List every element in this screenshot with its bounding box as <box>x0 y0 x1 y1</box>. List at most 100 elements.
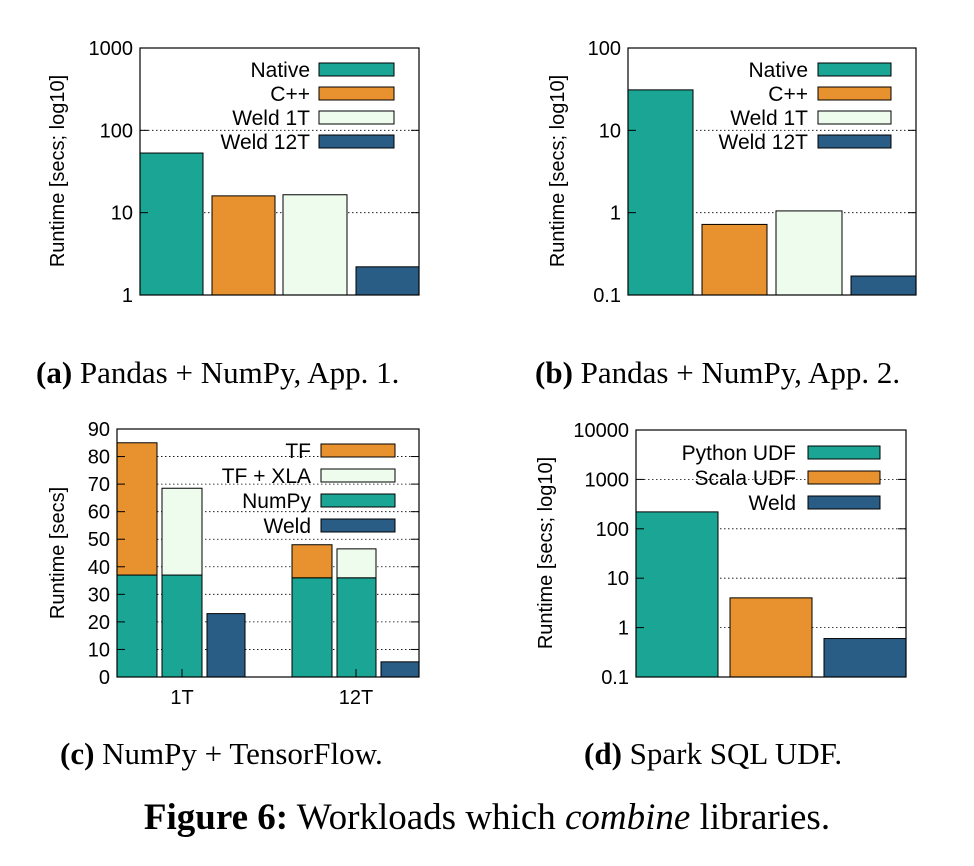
figure-caption-emph: combine <box>565 797 691 838</box>
chart-c-bar-1T-numpy <box>161 574 203 678</box>
chart-b-legend-label: Weld 12T <box>719 131 809 154</box>
chart-c-legend-label: TF <box>285 440 311 463</box>
chart-c-ytick-label: 10 <box>88 639 110 661</box>
chart-b-ytick-label: 1 <box>610 203 621 225</box>
chart-a-bar-weld1t <box>282 194 348 296</box>
caption-b-label: (b) <box>535 355 573 390</box>
chart-b-bar-weld1t <box>775 210 843 296</box>
chart-c-legend-swatch <box>320 518 396 533</box>
chart-a-bar-c <box>211 195 276 296</box>
chart-d: 0.1 1 10 100 1000 10000 Runtime [secs; log10] P… <box>535 420 907 689</box>
chart-d-bar-weld <box>823 638 907 678</box>
chart-a-legend-label: Weld 12T <box>221 131 311 154</box>
chart-c-legend-swatch <box>320 443 396 458</box>
chart-c-xtick-label: 12T <box>339 687 373 709</box>
chart-c-ytick-label: 30 <box>88 584 110 606</box>
chart-b-legend-swatch <box>817 110 892 125</box>
chart-a-ylabel: Runtime [secs; log10] <box>47 75 69 267</box>
chart-d-bar-scalaudf <box>729 597 813 678</box>
chart-b-legend-swatch <box>817 134 892 149</box>
chart-b-legend-label: C++ <box>768 83 808 106</box>
chart-d-ytick-label: 1000 <box>585 469 630 491</box>
chart-c-bar-1T-tfxla <box>161 487 203 576</box>
caption-a-text: Pandas + NumPy, App. 1. <box>72 355 400 390</box>
chart-a-legend-swatch <box>318 86 395 101</box>
chart-a-frame <box>139 47 420 296</box>
chart-c-ytick-label: 20 <box>88 612 110 634</box>
chart-d-legend-label: Weld <box>749 492 796 515</box>
caption-c-label: (c) <box>60 736 95 771</box>
caption-a-label: (a) <box>36 355 73 390</box>
chart-c-ytick-label: 60 <box>88 502 110 524</box>
caption-d-label: (d) <box>584 736 622 771</box>
figure-caption-pre: Workloads which <box>288 797 565 838</box>
chart-c-ytick-label: 90 <box>88 419 110 441</box>
chart-d-legend-swatch <box>807 495 881 510</box>
chart-a-ytick-label: 10 <box>111 203 133 225</box>
chart-c-ytick-label: 50 <box>88 529 110 551</box>
chart-c-bar-12T-weld <box>380 661 420 678</box>
chart-a-legend-swatch <box>318 134 395 149</box>
chart-d-legend-label: Python UDF <box>682 442 796 465</box>
chart-a-bar-native <box>139 152 204 296</box>
chart-c-ylabel: Runtime [secs] <box>47 487 69 619</box>
caption-b-text: Pandas + NumPy, App. 2. <box>572 355 901 390</box>
chart-c-ytick-label: 70 <box>88 474 110 496</box>
chart-b-ylabel: Runtime [secs; log10] <box>547 75 569 267</box>
chart-a-legend-label: C++ <box>270 83 310 106</box>
chart-a-legend-label: Native <box>250 59 310 82</box>
chart-c-legend-label: TF + XLA <box>222 465 311 488</box>
chart-a-ytick-label: 100 <box>100 120 133 142</box>
caption-d: (d) Spark SQL UDF. <box>584 736 842 772</box>
chart-a-ytick-label: 1000 <box>89 38 134 60</box>
chart-c-frame <box>116 428 420 678</box>
chart-d-ytick-label: 10000 <box>573 420 629 442</box>
chart-c-bar-12T-numpy <box>336 577 377 678</box>
chart-a-legend-swatch <box>318 110 395 125</box>
caption-d-text: Spark SQL UDF. <box>621 736 843 771</box>
caption-c-text: NumPy + TensorFlow. <box>94 736 383 771</box>
chart-d-frame <box>635 429 907 678</box>
chart-b-bar-c <box>701 223 768 296</box>
chart-d-legend-swatch <box>807 445 881 460</box>
chart-b-frame <box>627 47 917 296</box>
chart-c-xtick-label: 1T <box>170 687 193 709</box>
chart-c-bar-12T-tfxla <box>336 548 377 579</box>
chart-c-ytick-label: 80 <box>88 447 110 469</box>
chart-c-bar-1T-tf <box>116 442 158 576</box>
chart-d-ytick-label: 10 <box>607 568 629 590</box>
chart-a-legend-label: Weld 1T <box>232 107 310 130</box>
chart-c-bar-12T-numpy <box>291 577 333 678</box>
chart-c-ytick-label: 40 <box>88 557 110 579</box>
chart-d-ytick-label: 0.1 <box>601 667 629 689</box>
chart-d-ylabel: Runtime [secs; log10] <box>535 457 557 649</box>
chart-b-legend-label: Native <box>748 59 808 82</box>
chart-b-ytick-label: 0.1 <box>593 285 621 307</box>
chart-b-legend-swatch <box>817 62 892 77</box>
figure-caption-post: libraries. <box>690 797 831 838</box>
chart-b-legend-swatch <box>817 86 892 101</box>
chart-d-legend-swatch <box>807 470 881 485</box>
chart-a-bar-weld12t <box>355 266 420 296</box>
chart-c-legend-label: Weld <box>264 515 311 538</box>
chart-d-ytick-label: 1 <box>618 618 629 640</box>
chart-b-ytick-label: 10 <box>599 120 621 142</box>
chart-d-bar-pythonudf <box>635 511 719 678</box>
caption-a: (a) Pandas + NumPy, App. 1. <box>36 355 399 391</box>
chart-c-ytick-label: 0 <box>99 667 110 689</box>
chart-c-bar-1T-weld <box>206 613 246 678</box>
chart-a: 1 10 100 1000 Runtime [secs; log10] NativeC++… <box>47 38 420 307</box>
chart-a-legend-swatch <box>318 62 395 77</box>
chart-c-legend-swatch <box>320 468 396 483</box>
caption-c: (c) NumPy + TensorFlow. <box>60 736 383 772</box>
figure-caption: Figure 6: Workloads which combine librar… <box>0 796 974 839</box>
chart-b-ytick-label: 100 <box>588 38 621 60</box>
chart-c: 0 10 20 30 40 50 60 70 80 90 1T 12T Runtime [secs] TF… <box>47 419 420 709</box>
chart-c-legend-label: NumPy <box>242 490 311 513</box>
chart-d-legend-label: Scala UDF <box>694 467 796 490</box>
caption-b: (b) Pandas + NumPy, App. 2. <box>535 355 900 391</box>
chart-c-bar-12T-tf <box>291 544 333 579</box>
chart-b-bar-weld12t <box>850 275 917 296</box>
